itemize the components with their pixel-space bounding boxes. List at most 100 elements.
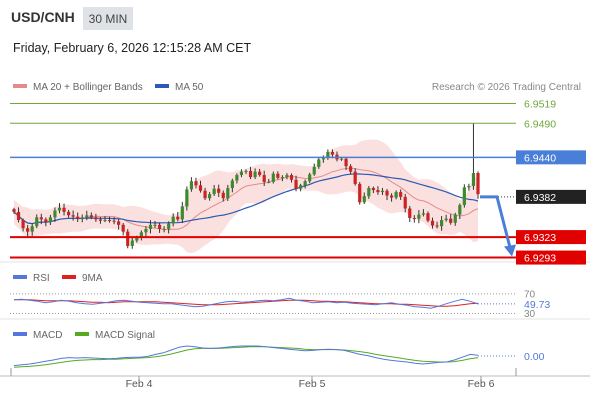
candle [117, 218, 121, 230]
candle-body [194, 181, 198, 186]
candle-body [26, 228, 30, 232]
support-2-level: 6.9293 [10, 250, 586, 265]
candle [139, 230, 143, 241]
time-axis: Feb 4 Feb 5 Feb 6 [10, 368, 517, 390]
ma50-legend-label: MA 50 [175, 82, 204, 93]
candle-body [298, 185, 303, 189]
candle [298, 183, 303, 192]
candle [371, 186, 375, 194]
candle-body [80, 217, 84, 219]
candle [48, 214, 52, 225]
credit-text: Research © 2026 Trading Central [432, 82, 581, 93]
candle-body [157, 224, 162, 229]
ma50-legend-swatch [155, 84, 169, 88]
macd-legend-label: MACD [33, 330, 62, 341]
candle [16, 207, 21, 223]
candle [421, 209, 426, 217]
candle-body [203, 190, 207, 199]
candle-body [285, 175, 289, 178]
candle-body [417, 214, 421, 219]
candle [426, 211, 430, 223]
candle [417, 210, 421, 224]
candle-body [176, 216, 180, 220]
candle [53, 207, 57, 222]
candle-body [39, 217, 43, 220]
candle-body [244, 170, 248, 172]
candle-body [449, 218, 453, 223]
resistance-2-label: 6.9519 [524, 98, 556, 110]
candle [262, 170, 266, 187]
candle [235, 173, 239, 184]
candle-body [180, 206, 184, 220]
candle-body [267, 181, 271, 183]
candle-body [385, 190, 389, 196]
rsi-last-label: 49.73 [524, 299, 550, 311]
candle-body [421, 213, 426, 215]
candle-body [21, 220, 25, 229]
candle-body [16, 211, 21, 221]
macd-legend-swatch [13, 332, 27, 336]
candle-body [198, 185, 203, 191]
candle [112, 217, 116, 225]
candle-body [371, 188, 375, 191]
candle [367, 186, 371, 199]
candle-body [476, 173, 480, 195]
pivot-level: 6.9440 [10, 150, 586, 165]
candle [462, 184, 466, 208]
rsi-line [13, 297, 479, 309]
candle [349, 164, 353, 175]
candle [394, 190, 398, 200]
candle [471, 123, 476, 190]
candle-body [408, 208, 412, 219]
candle [267, 178, 271, 184]
candle [308, 172, 312, 184]
bollinger-band [14, 139, 478, 254]
candle-body [394, 192, 398, 198]
candle-body [471, 173, 476, 186]
timeframe-button[interactable]: 30 MIN [83, 7, 133, 30]
candle [189, 177, 194, 192]
candle [385, 189, 389, 201]
candle-body [326, 151, 330, 159]
rsi-legend-swatch [13, 275, 27, 279]
candle-body [48, 217, 52, 223]
candle-body [317, 159, 321, 167]
candle [103, 216, 107, 223]
candle-body [44, 219, 48, 223]
candle [317, 157, 321, 169]
candle-body [126, 231, 130, 246]
support-1-tag [516, 230, 586, 245]
candle [212, 184, 216, 196]
forecast-arrow [480, 195, 512, 248]
candle-body [53, 210, 57, 218]
macd-line [13, 345, 479, 367]
candle-body [189, 181, 194, 190]
last-level: 6.9382 [480, 189, 586, 204]
candle [440, 216, 444, 231]
candle [353, 168, 357, 186]
support-1-label: 6.9323 [524, 232, 556, 244]
candle-body [153, 224, 157, 226]
last-price-label: 6.9382 [524, 192, 556, 204]
candle-body [107, 220, 112, 222]
candle [412, 215, 416, 223]
candle-body [435, 225, 439, 227]
symbol-title: USD/CNH [11, 9, 75, 25]
resistance-1-level: 6.9490 [10, 118, 556, 130]
candle-body [412, 218, 416, 220]
candle [162, 226, 166, 233]
candle [476, 171, 480, 199]
candle [62, 203, 66, 216]
timestamp: Friday, February 6, 2026 12:15:28 AM CET [13, 41, 252, 55]
candle-body [253, 171, 257, 178]
candle [326, 149, 330, 160]
candle-body [208, 194, 212, 199]
candle-body [148, 224, 153, 229]
candle [248, 166, 253, 180]
candle [230, 178, 234, 193]
candle-body [71, 215, 75, 217]
candle-body [30, 226, 34, 232]
pivot-label: 6.9440 [524, 152, 556, 164]
support-1-level: 6.9323 [10, 230, 586, 245]
